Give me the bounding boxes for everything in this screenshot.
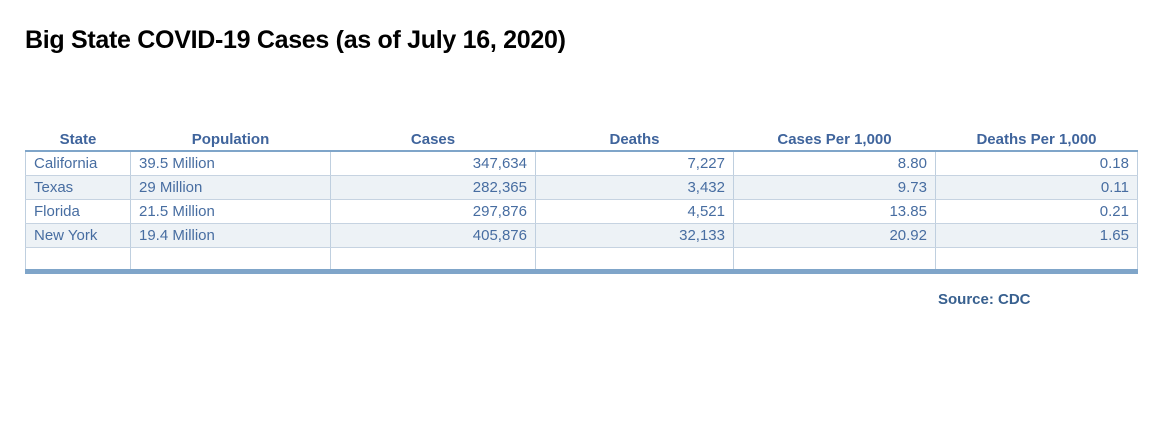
cell-deaths-per-1000: 1.65 [935, 223, 1138, 248]
column-header-deaths-per-1000: Deaths Per 1,000 [935, 131, 1138, 152]
cell-deaths: 3,432 [535, 175, 734, 200]
cell-population: 21.5 Million [130, 199, 331, 224]
table-body: California 39.5 Million 347,634 7,227 8.… [25, 151, 1138, 274]
cell-deaths: 32,133 [535, 223, 734, 248]
cell-cases-per-1000: 13.85 [733, 199, 936, 224]
column-header-deaths: Deaths [535, 131, 734, 152]
covid-cases-table: State Population Cases Deaths Cases Per … [25, 131, 1138, 274]
table-row-new-york: New York 19.4 Million 405,876 32,133 20.… [25, 223, 1138, 248]
header-row: State Population Cases Deaths Cases Per … [25, 131, 1138, 152]
cell-empty [25, 247, 131, 274]
cell-cases: 297,876 [330, 199, 536, 224]
cell-empty [733, 247, 936, 274]
cell-deaths-per-1000: 0.18 [935, 151, 1138, 176]
cell-state: Florida [25, 199, 131, 224]
cell-cases-per-1000: 9.73 [733, 175, 936, 200]
table-row-florida: Florida 21.5 Million 297,876 4,521 13.85… [25, 199, 1138, 224]
cell-deaths-per-1000: 0.11 [935, 175, 1138, 200]
cell-cases: 405,876 [330, 223, 536, 248]
table-row-california: California 39.5 Million 347,634 7,227 8.… [25, 151, 1138, 176]
cell-cases: 347,634 [330, 151, 536, 176]
cell-deaths-per-1000: 0.21 [935, 199, 1138, 224]
column-header-cases: Cases [330, 131, 536, 152]
table-row-empty [25, 247, 1138, 274]
table-row-texas: Texas 29 Million 282,365 3,432 9.73 0.11 [25, 175, 1138, 200]
cell-population: 29 Million [130, 175, 331, 200]
cell-cases: 282,365 [330, 175, 536, 200]
cell-cases-per-1000: 8.80 [733, 151, 936, 176]
cell-cases-per-1000: 20.92 [733, 223, 936, 248]
page-title: Big State COVID-19 Cases (as of July 16,… [25, 26, 566, 54]
cell-population: 39.5 Million [130, 151, 331, 176]
column-header-state: State [25, 131, 131, 152]
cell-deaths: 7,227 [535, 151, 734, 176]
cell-empty [130, 247, 331, 274]
cell-state: New York [25, 223, 131, 248]
source-attribution: Source: CDC [938, 291, 1031, 308]
column-header-cases-per-1000: Cases Per 1,000 [733, 131, 936, 152]
cell-state: Texas [25, 175, 131, 200]
cell-population: 19.4 Million [130, 223, 331, 248]
table-header: State Population Cases Deaths Cases Per … [25, 131, 1138, 152]
cell-deaths: 4,521 [535, 199, 734, 224]
cell-empty [535, 247, 734, 274]
cell-empty [935, 247, 1138, 274]
column-header-population: Population [130, 131, 331, 152]
cell-empty [330, 247, 536, 274]
cell-state: California [25, 151, 131, 176]
